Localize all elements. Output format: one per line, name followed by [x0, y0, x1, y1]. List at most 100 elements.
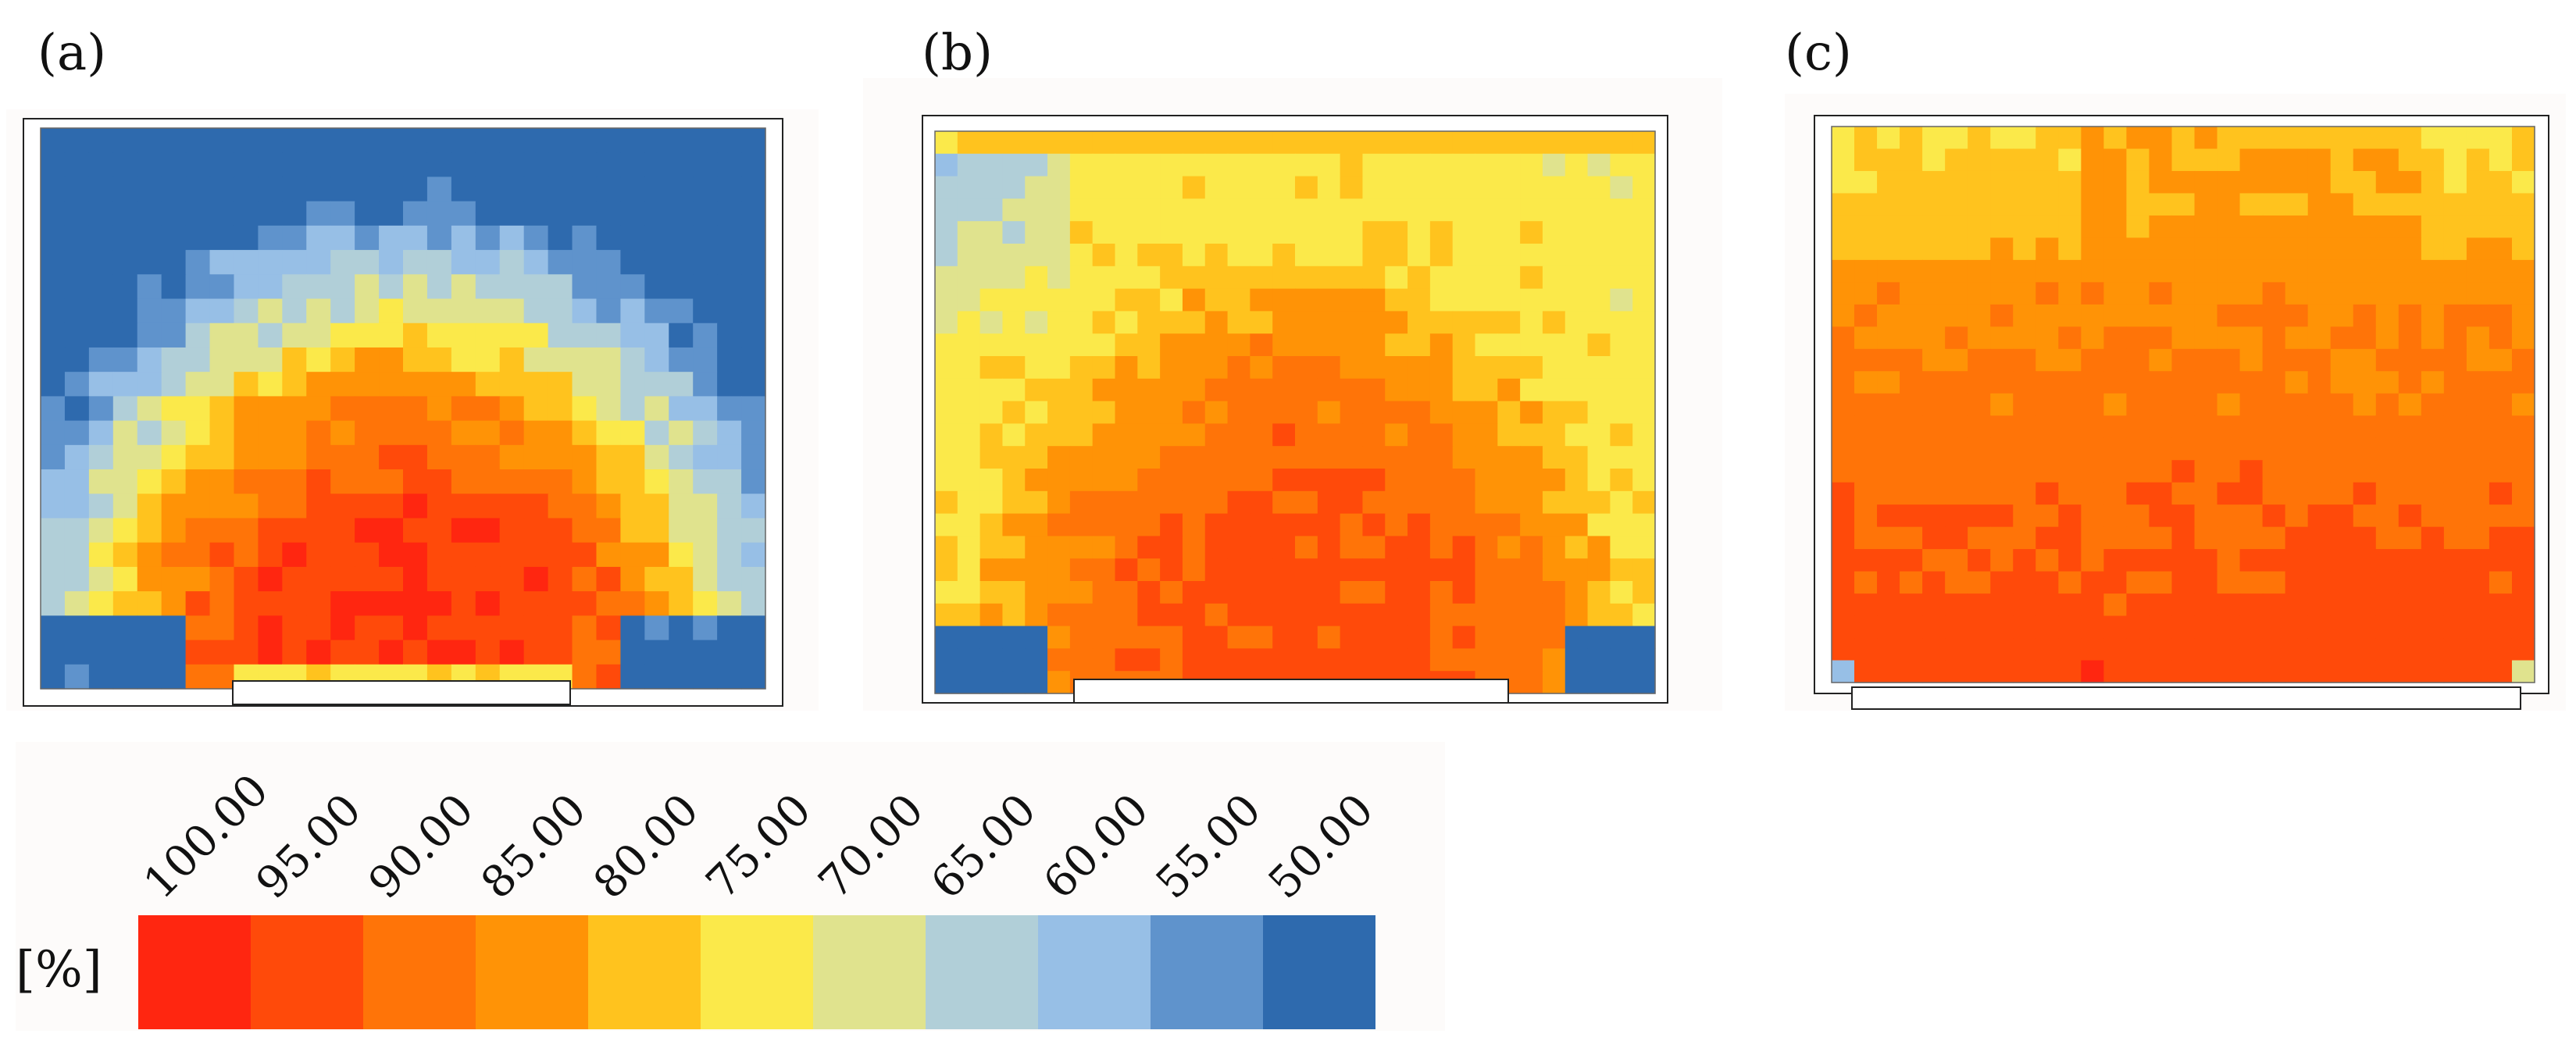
heatmap-cell: [1968, 437, 1991, 461]
heatmap-cell: [2421, 170, 2445, 194]
heatmap-cell: [64, 347, 90, 373]
heatmap-cell: [2285, 638, 2309, 661]
heatmap-cell: [1362, 626, 1386, 649]
heatmap-cell: [2489, 660, 2513, 683]
heatmap-cell: [1610, 401, 1633, 424]
heatmap-cell: [523, 347, 549, 373]
heatmap-cell: [2149, 326, 2173, 350]
heatmap-cell: [1610, 671, 1633, 694]
heatmap-cell: [1160, 513, 1183, 536]
heatmap-cell: [234, 372, 259, 397]
heatmap-cell: [1408, 626, 1431, 649]
heatmap-cell: [1227, 311, 1251, 334]
heatmap-cell: [1900, 348, 1923, 372]
heatmap-cell: [64, 640, 90, 665]
heatmap-cell: [1945, 526, 1968, 550]
heatmap-cell: [1137, 536, 1161, 559]
heatmap-cell: [1632, 603, 1656, 627]
heatmap-cell: [2330, 571, 2354, 594]
heatmap-cell: [1520, 401, 1543, 424]
heatmap-cell: [1137, 469, 1161, 492]
heatmap-cell: [1877, 148, 1900, 172]
heatmap-cell: [572, 298, 598, 324]
heatmap-cell: [935, 153, 958, 177]
heatmap-cell: [1025, 288, 1048, 312]
heatmap-cell: [1610, 198, 1633, 222]
heatmap-cell: [717, 152, 742, 178]
heatmap-cell: [1092, 198, 1116, 222]
heatmap-cell: [1945, 460, 1968, 483]
heatmap-cell: [1542, 671, 1566, 694]
heatmap-cell: [1295, 401, 1318, 424]
heatmap-cell: [1182, 513, 1206, 536]
heatmap-cell: [1204, 626, 1229, 649]
heatmap-cell: [935, 581, 958, 604]
heatmap-cell: [620, 542, 645, 568]
heatmap-cell: [2511, 282, 2535, 305]
heatmap-cell: [2398, 148, 2422, 172]
heatmap-cell: [1408, 378, 1431, 402]
heatmap-cell: [1452, 469, 1476, 492]
heatmap-cell: [1025, 446, 1048, 469]
heatmap-cell: [2398, 282, 2422, 305]
heatmap-cell: [1968, 393, 1991, 416]
heatmap-cell: [1250, 198, 1273, 222]
heatmap-cell: [1587, 626, 1611, 649]
heatmap-cell: [1115, 490, 1138, 515]
heatmap-cell: [1204, 581, 1229, 604]
heatmap-cell: [1047, 626, 1071, 649]
heatmap-cell: [1317, 446, 1341, 469]
heatmap-cell: [112, 396, 138, 422]
heatmap-cell: [2013, 393, 2036, 416]
heatmap-cell: [258, 494, 283, 519]
heatmap-cell: [1832, 237, 1855, 261]
heatmap-cell: [1340, 648, 1364, 672]
heatmap-cell: [1922, 638, 1946, 661]
heatmap-cell: [2375, 170, 2399, 194]
heatmap-cell: [693, 566, 718, 592]
heatmap-cell: [1408, 131, 1431, 155]
heatmap-cell: [2330, 259, 2354, 283]
heatmap-cell: [1069, 176, 1094, 199]
heatmap-cell: [1832, 571, 1855, 594]
heatmap-cell: [2330, 193, 2354, 216]
heatmap-cell: [2126, 660, 2150, 683]
heatmap-cell: [41, 152, 66, 178]
heatmap-cell: [2421, 371, 2445, 394]
heatmap-cell: [1945, 215, 1968, 238]
heatmap-cell: [741, 152, 766, 178]
heatmap-cell: [1160, 221, 1183, 244]
heatmap-cell: [2149, 482, 2173, 505]
heatmap-cell: [2217, 549, 2241, 572]
heatmap-cell: [1317, 648, 1341, 672]
heatmap-cell: [548, 176, 573, 202]
heatmap-cell: [1542, 176, 1566, 199]
heatmap-cell: [1922, 549, 1946, 572]
heatmap-cell: [475, 542, 501, 568]
heatmap-cell: [2375, 437, 2399, 461]
heatmap-cell: [2353, 348, 2377, 372]
heatmap-cell: [2489, 371, 2513, 394]
heatmap-cell: [1317, 581, 1341, 604]
heatmap-cell: [64, 372, 90, 397]
heatmap-cell: [1137, 603, 1161, 627]
heatmap-cell: [451, 615, 476, 641]
heatmap-cell: [1317, 311, 1341, 334]
heatmap-cell: [1182, 581, 1206, 604]
heatmap-cell: [64, 542, 90, 568]
heatmap-cell: [979, 626, 1004, 649]
heatmap-cell: [1385, 311, 1408, 334]
heatmap-cell: [41, 176, 66, 202]
heatmap-cell: [2466, 304, 2490, 327]
heatmap-cell: [2511, 549, 2535, 572]
heatmap-cell: [88, 420, 114, 446]
heatmap-cell: [209, 566, 235, 592]
heatmap-cell: [1854, 571, 1878, 594]
heatmap-cell: [451, 201, 476, 226]
heatmap-cell: [1204, 490, 1229, 515]
bottom-bar: [232, 680, 571, 705]
heatmap-cell: [88, 566, 114, 592]
heatmap-cell: [1408, 244, 1431, 267]
heatmap-cell: [426, 640, 452, 665]
heatmap-cell: [1565, 221, 1589, 244]
